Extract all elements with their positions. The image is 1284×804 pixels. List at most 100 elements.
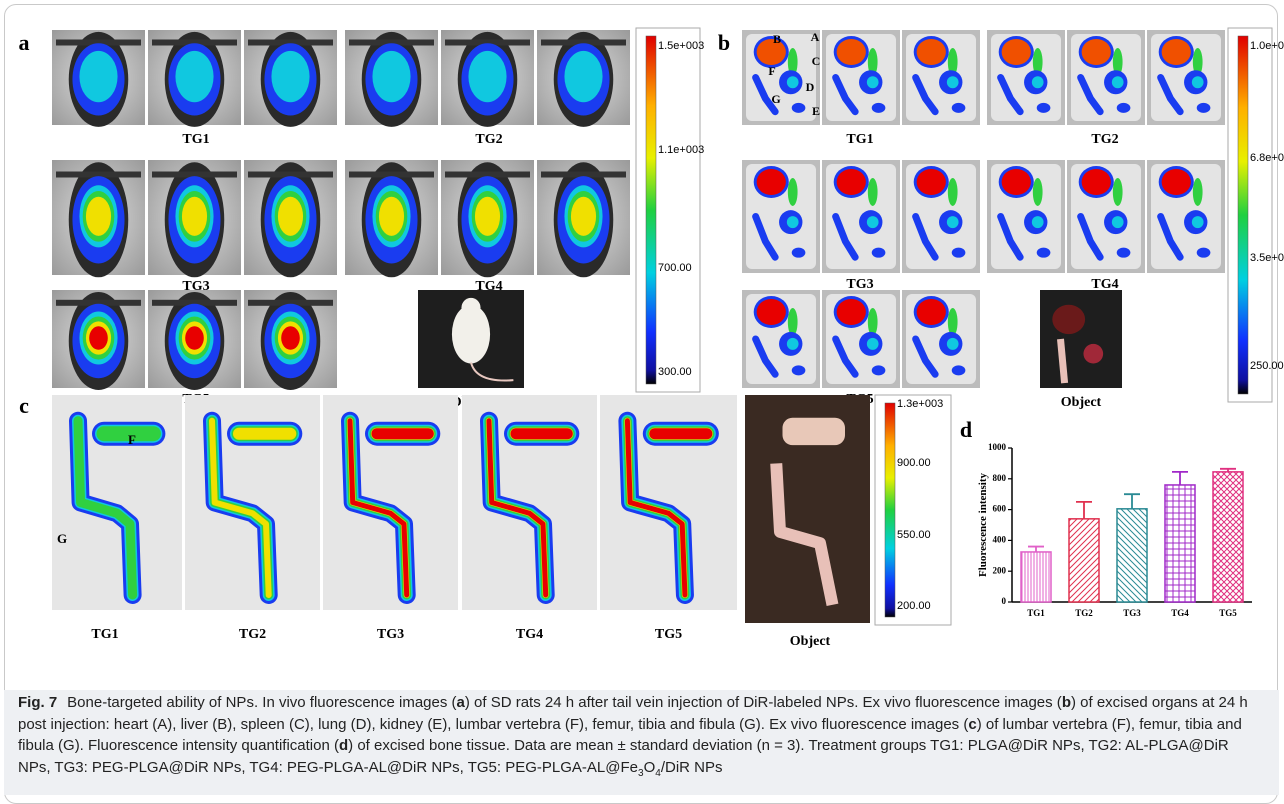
image-placeholder [1197,248,1211,258]
image-placeholder [1192,216,1204,228]
image-placeholder [1113,178,1123,206]
error-bar [1172,472,1188,485]
colorbar-label: 550.00 [897,529,931,541]
y-axis-label: Fluorescence intensity [977,473,989,577]
image-placeholder [1117,248,1131,258]
colorbar-label: 1.1e+003 [658,144,704,156]
caption-text: O [644,759,656,776]
image-placeholder [1082,169,1111,195]
image-placeholder [185,326,204,350]
photo-placeholder [1052,305,1085,334]
panel-label: c [19,393,29,418]
colorbar-label: 1.5e+003 [658,40,704,52]
x-tick-label: TG4 [1171,608,1189,618]
group-label: TG2 [1091,132,1118,147]
image-placeholder [837,39,866,65]
caption-text: b [1062,694,1071,711]
image-placeholder [872,365,886,375]
group-label: TG3 [846,277,873,292]
photo-placeholder [461,298,480,318]
group-label: TG5 [655,627,682,642]
colorbar [885,403,895,617]
colorbar-label: 6.8e+003 [1250,152,1284,164]
image-placeholder [79,51,117,102]
image-placeholder [788,178,798,206]
error-bar [1124,494,1140,509]
image-placeholder [757,169,786,195]
image-placeholder [787,338,799,350]
image-placeholder [947,338,959,350]
image-placeholder [868,308,878,336]
image-placeholder [175,51,213,102]
bar [1117,509,1147,602]
y-tick-label: 600 [993,504,1007,514]
photo-placeholder [1040,290,1122,388]
image-placeholder [917,299,946,325]
y-tick-label: 800 [993,473,1007,483]
y-tick-label: 1000 [988,442,1007,452]
organ-label: F [768,64,775,78]
image-placeholder [475,197,500,236]
y-tick-label: 400 [993,534,1007,544]
image-placeholder [1197,103,1211,113]
image-placeholder [787,76,799,88]
bar [1069,519,1099,602]
image-placeholder [1082,39,1111,65]
image-placeholder [468,51,506,102]
colorbar-label: 1.3e+003 [897,398,943,410]
caption-text: /DiR NPs [661,759,723,776]
image-placeholder [867,338,879,350]
caption-text: a [457,694,465,711]
organ-label: B [773,32,781,46]
image-placeholder [947,76,959,88]
image-placeholder [787,216,799,228]
x-tick-label: TG5 [1219,608,1237,618]
error-bar [1076,502,1092,519]
image-placeholder [372,51,410,102]
colorbar-label: 900.00 [897,457,931,469]
x-tick-label: TG1 [1027,608,1045,618]
group-label: TG3 [377,627,404,642]
image-placeholder [1112,76,1124,88]
image-placeholder [952,365,966,375]
group-label: TG2 [239,627,266,642]
image-placeholder [867,76,879,88]
photo-placeholder [1083,344,1103,364]
image-placeholder [1002,39,1031,65]
group-label: TG4 [516,627,543,642]
image-placeholder [917,169,946,195]
image-placeholder [1037,103,1051,113]
group-label: TG1 [182,132,209,147]
page: {"panel_a": {"label": "a", "groups": ["T… [0,0,1284,795]
image-placeholder [1193,178,1203,206]
y-tick-label: 0 [1002,596,1007,606]
x-tick-label: TG3 [1123,608,1141,618]
caption-text: d [339,737,348,754]
panel-label: d [960,417,972,442]
caption-text: c [968,716,976,733]
image-placeholder [757,39,786,65]
image-placeholder [1112,216,1124,228]
colorbar-label: 1.0e+004 [1250,40,1284,52]
image-placeholder [271,51,309,102]
image-placeholder [948,178,958,206]
image-placeholder [917,39,946,65]
panel-label: a [19,30,30,55]
image-placeholder [182,197,207,236]
photo-placeholder [783,418,846,445]
image-placeholder [788,308,798,336]
organ-label: D [806,80,815,94]
colorbar-frame [636,28,700,392]
bar [1213,472,1243,602]
image-placeholder [792,248,806,258]
organ-label: E [812,104,820,118]
organ-label: A [811,30,820,44]
colorbar [1238,36,1248,394]
group-label: TG1 [91,627,118,642]
image-placeholder [837,299,866,325]
colorbar-frame [1228,28,1272,402]
x-tick-label: TG2 [1075,608,1093,618]
image-placeholder [281,326,300,350]
image-placeholder [837,169,866,195]
image-placeholder [1037,248,1051,258]
